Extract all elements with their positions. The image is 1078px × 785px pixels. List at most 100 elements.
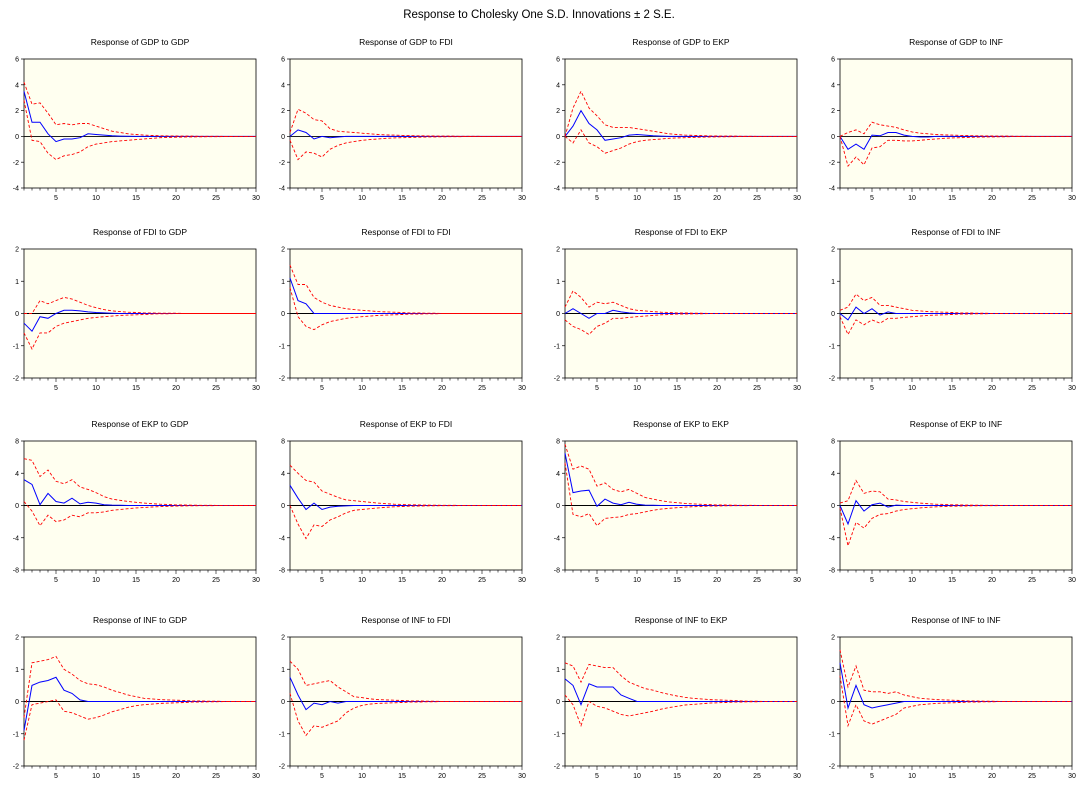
x-tick-label: 10 [908,773,916,780]
y-tick-label: 4 [831,82,835,89]
band-upper-line [564,90,797,137]
x-tick-label: 20 [438,385,446,392]
x-tick-label: 25 [212,195,220,202]
x-tick-label: 30 [793,385,801,392]
y-tick-label: 0 [281,311,285,318]
y-tick-label: 0 [281,699,285,706]
x-tick-label: 10 [633,773,641,780]
band-lower-line [289,287,522,331]
x-tick-label: 25 [478,773,486,780]
y-tick-label: 6 [15,57,19,64]
x-tick-label: 20 [988,195,996,202]
y-tick-label: -1 [13,731,19,738]
y-tick-label: 2 [556,635,560,642]
band-upper-line [23,82,256,137]
x-tick-label: 30 [793,773,801,780]
x-tick-label: 25 [1028,385,1036,392]
x-tick-label: 15 [132,195,140,202]
y-tick-label: -4 [13,535,19,542]
x-tick-label: 15 [398,195,406,202]
y-tick-label: -4 [13,186,19,193]
y-tick-label: 0 [556,503,560,510]
band-lower-line [289,693,522,737]
band-lower-line [564,694,797,728]
x-tick-label: 20 [713,773,721,780]
y-tick-label: 2 [15,635,19,642]
y-tick-label: -4 [554,186,560,193]
panel-title: Response of FDI to FDI [361,227,450,237]
y-tick-label: 0 [281,134,285,141]
x-tick-label: 20 [988,577,996,584]
x-tick-label: 15 [673,773,681,780]
y-tick-label: -2 [554,764,560,771]
y-tick-label: 4 [556,471,560,478]
band-upper-line [24,296,256,314]
y-tick-label: 6 [556,57,560,64]
y-tick-label: 1 [831,667,835,674]
response-line [839,306,1072,321]
band-upper-line [289,660,522,702]
x-tick-label: 15 [948,195,956,202]
y-tick-label: 4 [281,82,285,89]
x-tick-label: 15 [673,385,681,392]
y-tick-label: 0 [831,311,835,318]
y-tick-label: -2 [13,160,19,167]
irf-panel: Response of GDP to EKP -4 -2 0 2 4 6 5 10 15 20 25 3… [554,37,801,202]
x-tick-label: 25 [478,195,486,202]
y-tick-label: 0 [556,134,560,141]
y-tick-label: 0 [15,503,19,510]
panel-title: Response of INF to EKP [635,615,728,625]
x-tick-label: 20 [438,773,446,780]
x-tick-label: 10 [633,577,641,584]
irf-panel: Response of GDP to FDI -4 -2 0 2 4 6 5 10 15 20 25 3… [279,37,526,202]
y-tick-label: -1 [279,343,285,350]
y-tick-label: 8 [281,439,285,446]
y-tick-label: 0 [831,503,835,510]
x-tick-label: 15 [132,773,140,780]
y-tick-label: 8 [831,439,835,446]
x-tick-label: 25 [753,195,761,202]
x-tick-label: 25 [478,577,486,584]
x-tick-label: 15 [673,577,681,584]
y-tick-label: 0 [15,311,19,318]
irf-panel: Response of GDP to INF -4 -2 0 2 4 6 5 10 15 20 25 3… [829,37,1076,202]
x-tick-label: 25 [478,385,486,392]
x-tick-label: 30 [518,195,526,202]
x-tick-label: 15 [398,773,406,780]
x-tick-label: 20 [713,577,721,584]
y-tick-label: 4 [15,82,19,89]
x-tick-label: 10 [358,773,366,780]
y-tick-label: 0 [556,311,560,318]
x-tick-label: 25 [1028,577,1036,584]
plot-area [564,58,798,189]
x-tick-label: 10 [92,577,100,584]
y-tick-label: 2 [281,635,285,642]
irf-panel: Response of GDP to GDP -4 -2 0 2 4 6 5 10 15 20 25 3… [13,37,260,202]
x-tick-label: 10 [908,385,916,392]
y-tick-label: 2 [281,247,285,254]
y-tick-label: 1 [556,667,560,674]
y-tick-label: -8 [279,568,285,575]
response-line [564,678,797,707]
x-tick-label: 20 [988,773,996,780]
band-lower-line [564,313,797,336]
panel-title: Response of INF to GDP [93,615,187,625]
panel-title: Response of FDI to GDP [93,227,187,237]
y-tick-label: -4 [829,186,835,193]
y-tick-label: -1 [554,343,560,350]
panel-title: Response of EKP to EKP [633,419,729,429]
x-tick-label: 15 [948,577,956,584]
band-upper-line [839,293,1072,314]
panel-title: Response of GDP to GDP [91,37,190,47]
x-tick-label: 15 [398,385,406,392]
response-line [564,308,797,319]
y-tick-label: 1 [281,667,285,674]
panel-title: Response of GDP to INF [909,37,1003,47]
y-tick-label: 2 [831,108,835,115]
y-tick-label: 4 [556,82,560,89]
y-tick-label: -8 [829,568,835,575]
y-tick-label: 2 [15,247,19,254]
x-tick-label: 30 [252,577,260,584]
